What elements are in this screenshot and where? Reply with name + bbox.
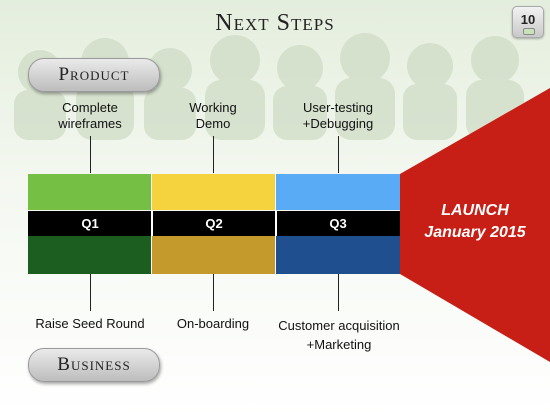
business-milestone-2: On-boarding	[148, 316, 278, 332]
milestone-text-line1: Working	[189, 100, 237, 115]
launch-funnel-shape	[400, 88, 550, 362]
quarter-separator	[275, 211, 277, 236]
quarter-bar: Q1 Q2 Q3	[28, 211, 400, 236]
launch-date: January 2015	[424, 224, 526, 241]
product-block-q1	[28, 174, 151, 210]
milestone-text-line1: User-testing	[302, 100, 374, 115]
business-milestone-1: Raise Seed Round	[25, 316, 155, 332]
launch-text: LAUNCH January 2015	[400, 200, 550, 244]
milestone-text-line2: +Debugging	[302, 116, 374, 131]
milestone-text-line1: On-boarding	[176, 316, 250, 331]
launch-title: LAUNCH	[441, 202, 509, 219]
product-block-q3	[276, 174, 400, 210]
connector-line	[213, 274, 214, 311]
slide-title: Next Steps	[215, 10, 335, 36]
business-block-q3	[276, 236, 400, 274]
milestone-text-line2: +Marketing	[306, 337, 372, 352]
quarter-label-q2: Q2	[205, 216, 223, 231]
milestone-text-line1: Raise Seed Round	[35, 316, 145, 331]
page-number-badge: 10	[512, 6, 544, 38]
quarter-label-q1: Q1	[81, 216, 99, 231]
milestone-text-line1: Complete	[62, 100, 118, 115]
product-milestone-3: User-testing +Debugging	[273, 100, 403, 132]
page-number: 10	[520, 11, 536, 27]
phone-icon	[523, 28, 535, 35]
quarter-label-q3: Q3	[329, 216, 347, 231]
business-block-q1	[28, 236, 151, 274]
crowd-silhouette-background	[14, 33, 524, 140]
connector-line	[338, 136, 339, 173]
product-block-q2	[152, 174, 275, 210]
milestone-text-line2: Demo	[195, 116, 231, 131]
business-block-q2	[152, 236, 275, 274]
product-milestone-1: Complete wireframes	[25, 100, 155, 132]
milestone-text-line1: Customer acquisition	[278, 318, 400, 333]
connector-line	[213, 136, 214, 173]
connector-line	[90, 274, 91, 311]
connector-line	[338, 274, 339, 311]
business-milestone-3: Customer acquisition +Marketing	[264, 318, 414, 353]
connector-line	[90, 136, 91, 173]
product-milestone-2: Working Demo	[148, 100, 278, 132]
milestone-text-line2: wireframes	[58, 116, 122, 131]
product-label: Product	[28, 58, 160, 92]
quarter-separator	[151, 211, 153, 236]
business-label: Business	[28, 348, 160, 382]
